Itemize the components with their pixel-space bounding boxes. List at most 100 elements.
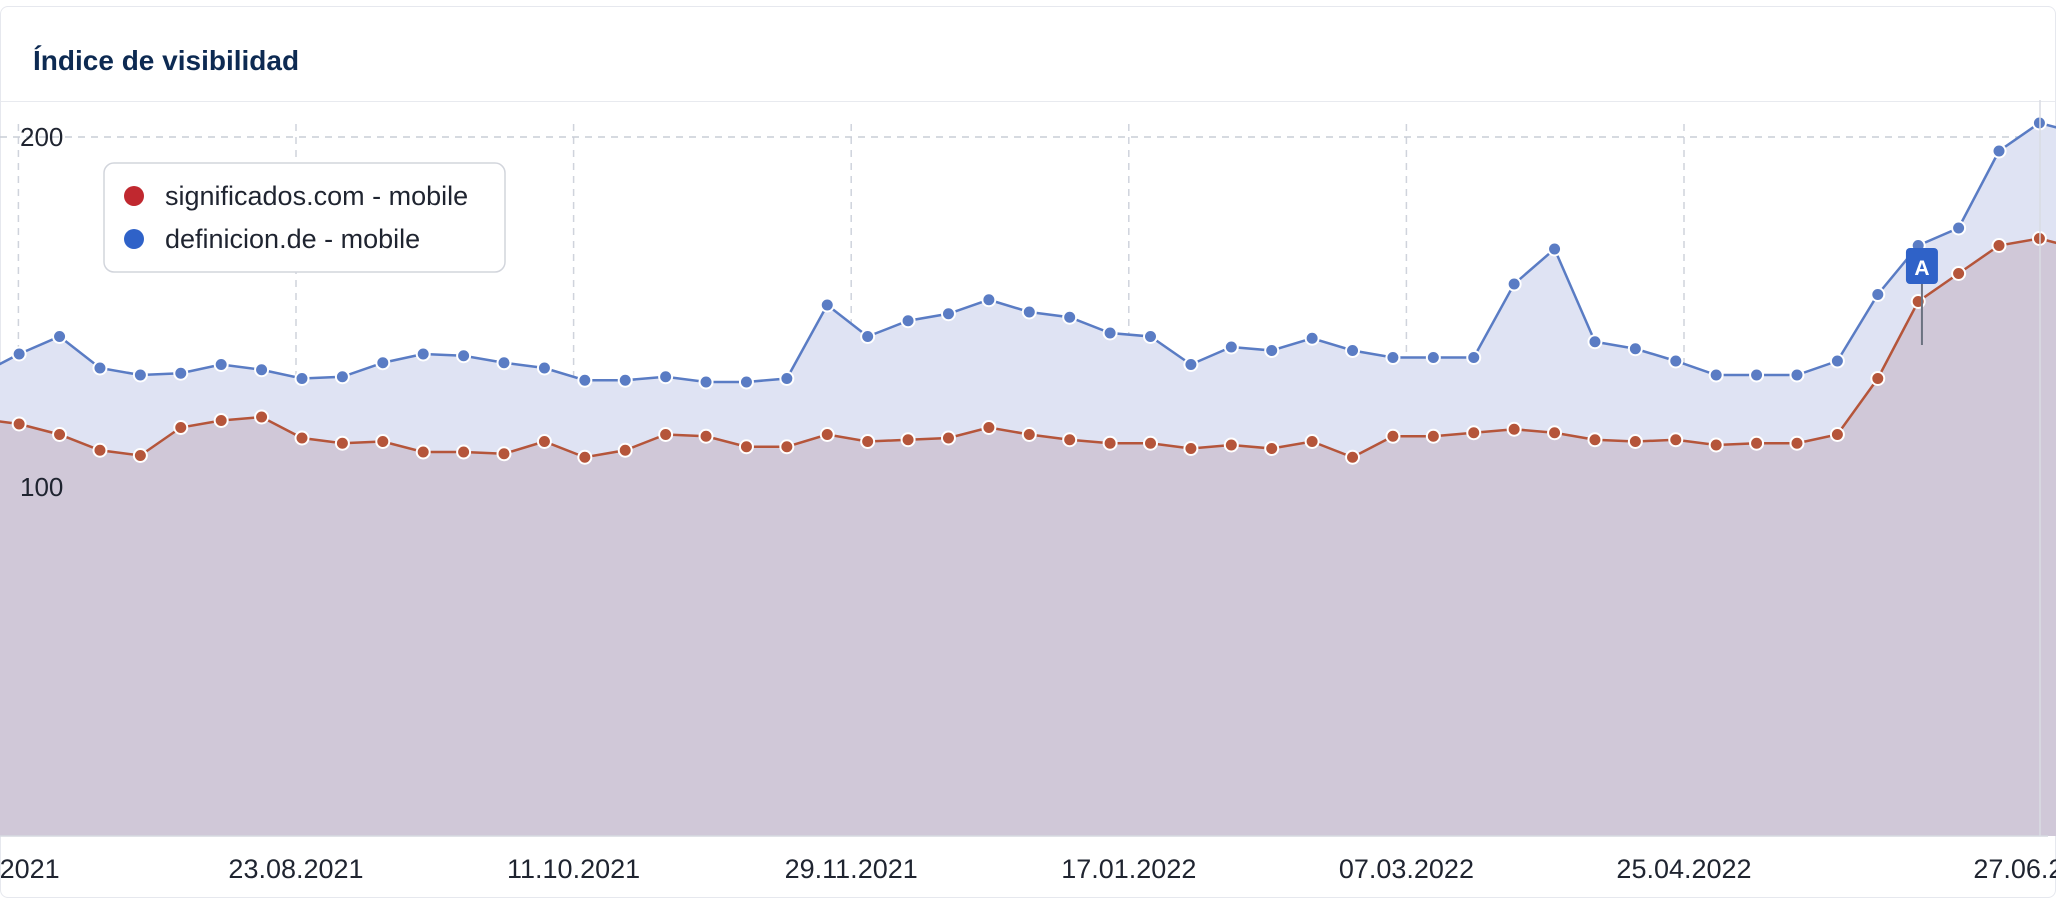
data-point[interactable] [92, 360, 108, 376]
data-point[interactable] [1385, 428, 1401, 444]
data-point[interactable] [981, 420, 997, 435]
data-point[interactable] [1183, 441, 1199, 456]
data-point[interactable] [173, 365, 189, 381]
data-point[interactable] [900, 313, 916, 329]
data-point[interactable] [1345, 343, 1361, 358]
data-point[interactable] [496, 446, 512, 462]
data-point[interactable] [1627, 341, 1643, 357]
data-point[interactable] [1102, 325, 1118, 341]
data-point[interactable] [1708, 437, 1724, 453]
data-point[interactable] [1668, 432, 1684, 448]
data-point[interactable] [1587, 334, 1603, 350]
data-point[interactable] [738, 439, 754, 455]
data-point[interactable] [617, 372, 633, 388]
data-point[interactable] [940, 430, 956, 446]
data-point[interactable] [334, 435, 350, 451]
data-point[interactable] [900, 432, 916, 448]
data-point[interactable] [132, 367, 148, 383]
data-point[interactable] [1829, 427, 1845, 442]
data-point[interactable] [1749, 367, 1765, 383]
data-point[interactable] [1142, 329, 1158, 344]
data-point[interactable] [456, 444, 472, 460]
data-point[interactable] [213, 357, 229, 372]
data-point[interactable] [981, 292, 997, 308]
data-point[interactable] [52, 427, 68, 442]
data-point[interactable] [577, 449, 593, 465]
data-point[interactable] [1264, 441, 1280, 456]
data-point[interactable] [1425, 350, 1441, 365]
data-point[interactable] [738, 374, 754, 390]
legend-item[interactable]: definicion.de - mobile [124, 224, 420, 254]
data-point[interactable] [1789, 367, 1805, 383]
data-point[interactable] [11, 346, 27, 362]
data-point[interactable] [1870, 287, 1886, 302]
data-point[interactable] [860, 434, 876, 449]
data-point[interactable] [1062, 432, 1078, 448]
data-point[interactable] [1668, 353, 1684, 369]
data-point[interactable] [698, 428, 714, 444]
data-point[interactable] [1627, 434, 1643, 449]
data-point[interactable] [617, 442, 633, 458]
data-point[interactable] [1021, 427, 1037, 442]
data-point[interactable] [1345, 449, 1361, 465]
data-point[interactable] [698, 374, 714, 390]
data-point[interactable] [456, 348, 472, 364]
data-point[interactable] [1951, 220, 1967, 236]
data-point[interactable] [415, 444, 431, 460]
data-point[interactable] [375, 434, 391, 449]
data-point[interactable] [1547, 241, 1563, 257]
data-point[interactable] [294, 371, 310, 386]
data-point[interactable] [779, 371, 795, 386]
data-point[interactable] [334, 369, 350, 385]
data-point[interactable] [1829, 353, 1845, 369]
data-point[interactable] [940, 306, 956, 322]
data-point[interactable] [92, 442, 108, 458]
data-point[interactable] [1223, 339, 1239, 355]
data-point[interactable] [1547, 425, 1563, 441]
data-point[interactable] [1587, 432, 1603, 448]
data-point[interactable] [658, 369, 674, 385]
data-point[interactable] [11, 416, 27, 432]
data-point[interactable] [1021, 304, 1037, 320]
data-point[interactable] [779, 439, 795, 455]
data-point[interactable] [375, 355, 391, 371]
data-point[interactable] [1223, 437, 1239, 453]
data-point[interactable] [1466, 425, 1482, 441]
data-point[interactable] [254, 409, 270, 425]
data-point[interactable] [819, 297, 835, 313]
data-point[interactable] [1304, 330, 1320, 346]
data-point[interactable] [496, 355, 512, 371]
data-point[interactable] [1708, 367, 1724, 383]
annotation-marker[interactable]: A [1905, 248, 1938, 345]
data-point[interactable] [213, 413, 229, 428]
data-point[interactable] [254, 362, 270, 378]
data-point[interactable] [1991, 143, 2007, 159]
data-point[interactable] [173, 420, 189, 435]
data-point[interactable] [536, 434, 552, 449]
data-point[interactable] [1466, 350, 1482, 365]
data-point[interactable] [577, 372, 593, 388]
data-point[interactable] [1951, 266, 1967, 281]
data-point[interactable] [1991, 238, 2007, 253]
data-point[interactable] [1264, 343, 1280, 358]
data-point[interactable] [1062, 309, 1078, 325]
data-point[interactable] [1789, 435, 1805, 451]
data-point[interactable] [658, 427, 674, 442]
data-point[interactable] [132, 448, 148, 463]
data-point[interactable] [1385, 350, 1401, 365]
data-point[interactable] [1142, 435, 1158, 451]
data-point[interactable] [415, 346, 431, 362]
data-point[interactable] [1183, 357, 1199, 372]
data-point[interactable] [1102, 435, 1118, 451]
data-point[interactable] [1425, 428, 1441, 444]
data-point[interactable] [1304, 434, 1320, 449]
data-point[interactable] [1506, 276, 1522, 292]
data-point[interactable] [1749, 435, 1765, 451]
data-point[interactable] [1870, 371, 1886, 386]
data-point[interactable] [52, 329, 68, 344]
data-point[interactable] [1506, 421, 1522, 437]
data-point[interactable] [819, 427, 835, 442]
data-point[interactable] [536, 360, 552, 376]
legend-item[interactable]: significados.com - mobile [124, 181, 468, 211]
data-point[interactable] [294, 430, 310, 446]
